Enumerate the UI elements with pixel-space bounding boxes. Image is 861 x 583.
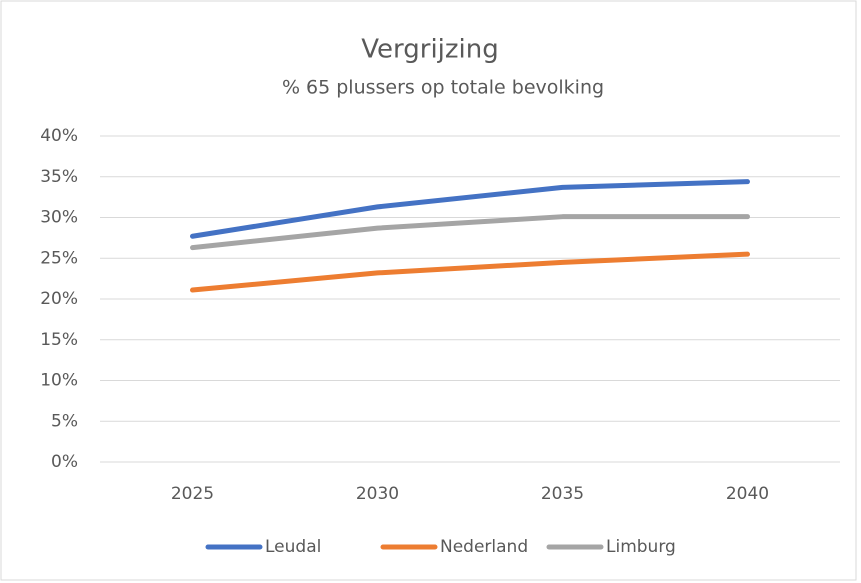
legend-label: Leudal bbox=[265, 537, 321, 557]
y-tick-label: 5% bbox=[51, 411, 78, 431]
series-line bbox=[190, 179, 750, 239]
y-tick-label: 0% bbox=[51, 452, 78, 472]
x-tick-label: 2030 bbox=[356, 484, 399, 504]
series-line bbox=[190, 214, 750, 251]
y-tick-label: 30% bbox=[40, 208, 78, 228]
chart-title: Vergrijzing bbox=[361, 35, 499, 65]
series-line bbox=[190, 251, 750, 293]
y-tick-label: 15% bbox=[40, 330, 78, 350]
legend-label: Nederland bbox=[440, 537, 528, 557]
x-tick-label: 2040 bbox=[726, 484, 769, 504]
legend-label: Limburg bbox=[606, 537, 676, 557]
x-tick-label: 2025 bbox=[171, 484, 214, 504]
y-tick-label: 20% bbox=[40, 289, 78, 309]
y-tick-label: 25% bbox=[40, 248, 78, 268]
y-tick-label: 40% bbox=[40, 126, 78, 146]
x-tick-label: 2035 bbox=[541, 484, 584, 504]
chart-subtitle: % 65 plussers op totale bevolking bbox=[282, 77, 604, 99]
y-tick-label: 10% bbox=[40, 371, 78, 391]
y-tick-label: 35% bbox=[40, 167, 78, 187]
